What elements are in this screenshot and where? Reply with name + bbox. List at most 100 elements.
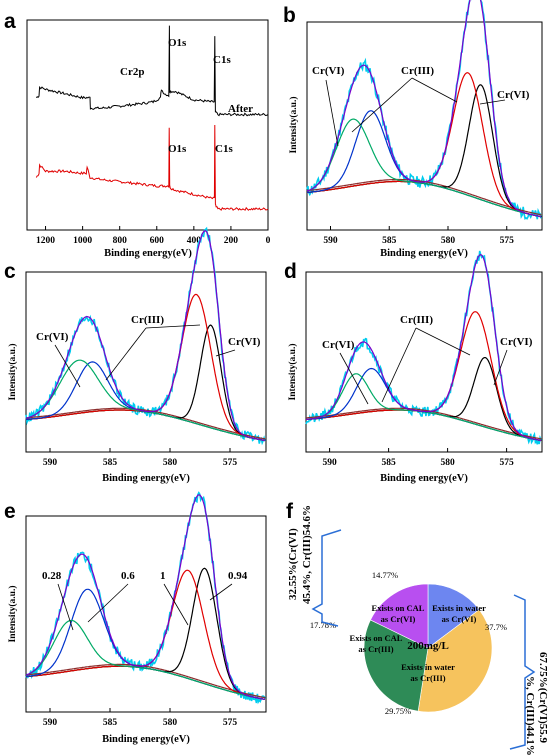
series-line-gauss <box>307 84 542 218</box>
plot-frame-b <box>306 21 543 231</box>
x-tick-label: 585 <box>381 458 396 468</box>
x-tick-label: 400 <box>187 236 202 246</box>
x-ticks-c: 590 585 580 575 <box>43 448 238 468</box>
x-ticks-d: 590 585 580 575 <box>322 448 514 468</box>
x-axis-label-c: Binding energy(eV) <box>102 473 190 484</box>
annotation-a-c1s-before: C1s <box>215 143 233 155</box>
annotation-c-crvi-right: Cr(VI) <box>228 336 261 348</box>
series-line-gauss <box>25 569 266 700</box>
series-line-baseline2 <box>306 407 542 440</box>
series-line-gauss <box>25 619 266 700</box>
x-tick-label: 200 <box>224 236 239 246</box>
pie-percent-29.75: 29.75% <box>385 706 411 716</box>
x-tick-label: 575 <box>223 458 238 468</box>
annotation-b-crvi-left: Cr(VI) <box>312 65 345 77</box>
series-lines-b <box>306 0 542 221</box>
annotation-b-criii: Cr(III) <box>401 65 434 77</box>
pie-title: 200mg/L <box>407 640 449 652</box>
pie-slice-0 <box>427 583 480 649</box>
x-ticks-a: 1200 1000 800 600 400 200 0 <box>36 226 271 246</box>
series-line-baseline <box>307 180 542 218</box>
series-lines-d <box>305 250 542 445</box>
left-brace-text-2: 45.4%, Cr(III)54.6% <box>301 505 313 604</box>
pie-slice-label-cal-crvi-2: as Cr(VI) <box>381 614 416 624</box>
x-tick-label: 585 <box>382 236 397 246</box>
series-line-envelope <box>305 254 542 442</box>
series-line-gauss <box>305 357 542 442</box>
series-line-gauss <box>306 118 542 218</box>
plot-frame-d <box>305 271 543 453</box>
series-line-gauss <box>25 567 266 700</box>
pie-slice-label-cal-criii-1: Exists on CAL <box>350 633 403 643</box>
pie-percent-37.7: 37.7% <box>485 622 507 632</box>
panel-a: a 1200 1000 800 600 400 200 0 Binding energy(e… <box>4 10 271 259</box>
annotation-c-criii: Cr(III) <box>131 314 164 326</box>
left-brace <box>311 529 342 627</box>
x-tick-label: 575 <box>499 458 514 468</box>
pie-percent-17.78: 17.78% <box>310 620 336 630</box>
pie-slice-label-water-criii-1: Exists in water <box>401 662 455 672</box>
panel-label-b: b <box>283 4 296 27</box>
x-tick-label: 580 <box>163 718 178 728</box>
x-tick-label: 575 <box>223 718 238 728</box>
x-tick-label: 590 <box>43 718 58 728</box>
series-line-envelope <box>25 494 266 700</box>
series-line-envelope <box>306 0 542 218</box>
x-tick-label: 590 <box>43 458 58 468</box>
y-axis-label-d: Intensity(a.u.) <box>287 343 298 400</box>
pie-slice-label-water-crvi-2: as Cr(VI) <box>442 614 477 624</box>
y-axis-label-e: Intensity(a.u.) <box>7 585 18 642</box>
y-axis-label-c: Intensity(a.u.) <box>7 343 18 400</box>
x-tick-label: 590 <box>323 236 338 246</box>
pie-slice-label-cal-crvi-1: Exists on CAL <box>372 603 425 613</box>
series-line-baseline2 <box>25 663 266 699</box>
annotation-d-crvi-right: Cr(VI) <box>500 336 533 348</box>
annotation-a-after: After <box>228 103 253 115</box>
pie-slice-1 <box>417 609 493 713</box>
annotation-arrows-d <box>339 327 508 405</box>
plot-frame-e <box>25 515 267 713</box>
x-tick-label: 0 <box>266 236 271 246</box>
x-tick-label: 580 <box>440 458 455 468</box>
panel-d: d 590 585 580 575 Binding energy(eV) Intens… <box>284 250 543 484</box>
annotation-e-0.94: 0.94 <box>228 570 248 582</box>
x-axis-label-a: Binding energy(eV) <box>104 248 192 259</box>
pie-slice-label-water-crvi-1: Exists in water <box>432 603 486 613</box>
series-line-envelope <box>25 230 266 442</box>
left-brace-text-1: 32.55%(Cr(VI) <box>287 528 299 600</box>
x-ticks-e: 590 585 580 575 <box>43 708 238 728</box>
panel-label-e: e <box>4 500 16 523</box>
right-brace-text-1: 67.75%(Cr(VI)55.9 <box>537 652 549 744</box>
series-line-baseline2 <box>26 407 266 440</box>
pie-slice-label-water-criii-2: as Cr(III) <box>410 673 445 683</box>
annotation-a-cr2p: Cr2p <box>120 66 144 78</box>
series-line-before <box>35 124 269 211</box>
annotation-c-crvi-left: Cr(VI) <box>36 331 69 343</box>
series-line-gauss <box>305 373 542 442</box>
x-axis-label-d: Binding energy(eV) <box>380 473 468 484</box>
plot-frame-c <box>25 271 267 453</box>
annotation-a-o1s-before: O1s <box>168 143 187 155</box>
panel-b: b 590 585 580 575 Binding energy(eV) Intens… <box>283 0 543 259</box>
x-tick-label: 580 <box>163 458 178 468</box>
plot-frame-a <box>26 19 269 231</box>
right-brace-text-2: %, Cr(III)44.1% <box>524 676 536 756</box>
x-tick-label: 590 <box>322 458 337 468</box>
annotation-e-0.28: 0.28 <box>42 570 62 582</box>
series-line-after <box>35 25 269 117</box>
annotation-arrows-e <box>57 583 233 631</box>
annotation-d-crvi-left: Cr(VI) <box>322 339 355 351</box>
pie-percent-14.77: 14.77% <box>372 570 398 580</box>
panel-c: c 590 585 580 575 Binding energy(eV) Intens… <box>4 226 267 484</box>
series-lines-a <box>35 25 269 211</box>
pie-slice-3 <box>370 583 429 649</box>
series-line-gauss <box>306 110 542 218</box>
x-tick-label: 800 <box>113 236 128 246</box>
panel-f: f 14.77% 37.7% 29.75% 17.78% Exists on C… <box>286 500 549 756</box>
x-tick-label: 585 <box>103 718 118 728</box>
panel-label-c: c <box>4 260 16 283</box>
panel-e: e 590 585 580 575 Binding energy(eV) Intens… <box>4 491 267 745</box>
annotation-arrows-c <box>54 324 236 388</box>
pie-slice-label-cal-criii-2: as Cr(III) <box>358 644 393 654</box>
